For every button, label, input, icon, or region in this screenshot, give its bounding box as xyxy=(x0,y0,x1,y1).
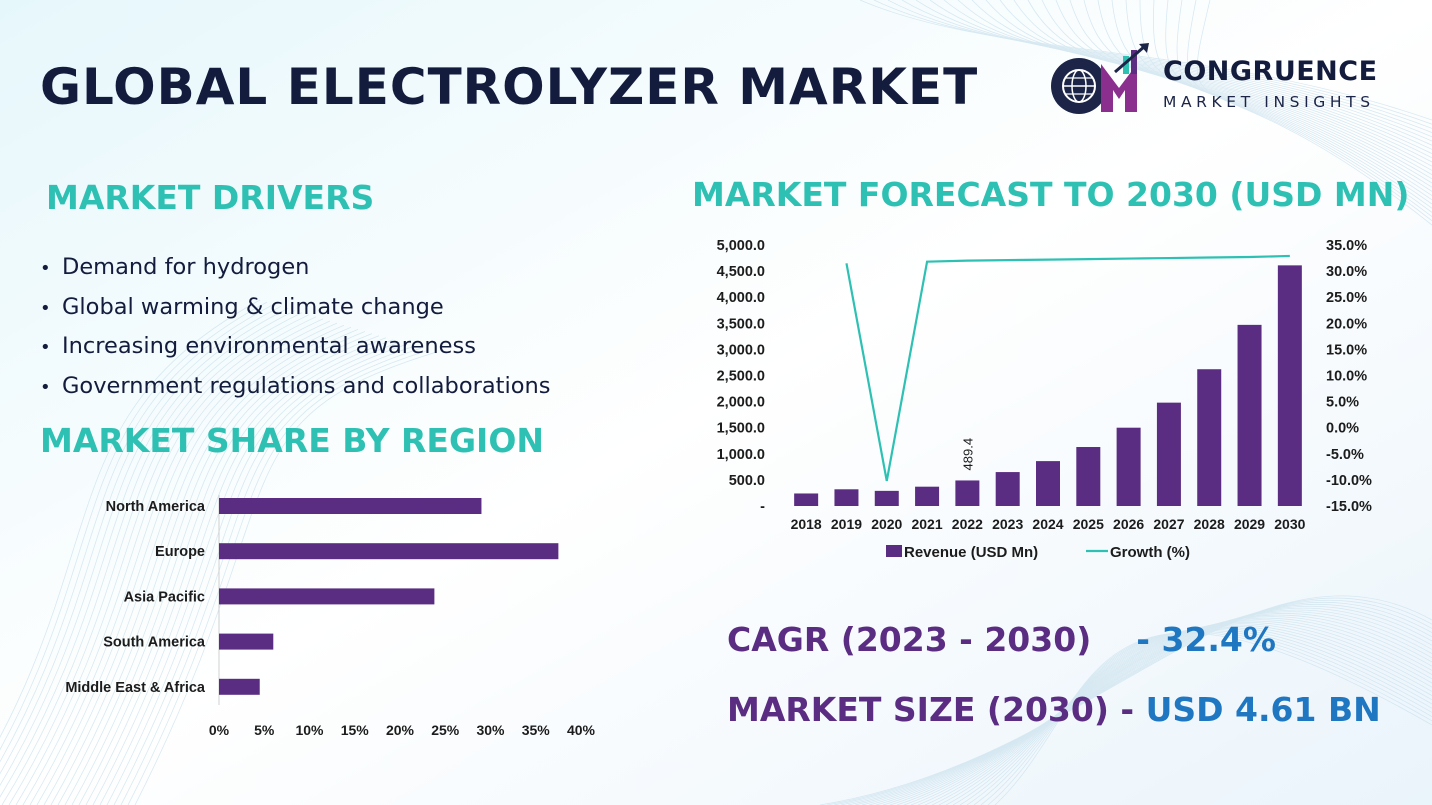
region-bar xyxy=(219,588,435,605)
revenue-bar xyxy=(1156,402,1181,506)
y-tick-label: 1,000.0 xyxy=(717,447,765,463)
revenue-bar xyxy=(1237,324,1262,506)
y2-tick-label: 5.0% xyxy=(1326,395,1359,411)
revenue-bar xyxy=(874,490,899,506)
logo-mark-icon xyxy=(1051,43,1149,114)
legend-growth-label: Growth (%) xyxy=(1110,544,1190,561)
y-tick-label: - xyxy=(760,499,765,515)
x-tick-label: 20% xyxy=(386,722,415,738)
y-tick-label: 4,000.0 xyxy=(717,290,765,306)
drivers-heading: MARKET DRIVERS xyxy=(46,178,375,217)
company-logo: CONGRUENCE MARKET INSIGHTS xyxy=(1045,42,1395,118)
list-item: • Increasing environmental awareness xyxy=(40,333,476,359)
x-tick-label: 2030 xyxy=(1274,516,1305,532)
x-tick-label: 2027 xyxy=(1153,516,1184,532)
region-share-heading: MARKET SHARE BY REGION xyxy=(40,421,544,460)
y2-tick-label: -15.0% xyxy=(1326,499,1372,515)
x-tick-label: 0% xyxy=(209,722,230,738)
y2-tick-label: 20.0% xyxy=(1326,316,1367,332)
legend-bar-swatch xyxy=(886,545,902,557)
forecast-heading: MARKET FORECAST TO 2030 (USD MN) xyxy=(692,175,1410,214)
region-share-chart: North America Europe Asia Pacific South Ame… xyxy=(65,495,596,738)
region-bar xyxy=(219,633,274,650)
y2-tick-label: 35.0% xyxy=(1326,238,1367,254)
x-tick-label: 2018 xyxy=(791,516,822,532)
y-tick-label: 3,000.0 xyxy=(717,342,765,358)
y2-tick-label: 15.0% xyxy=(1326,342,1367,358)
revenue-bar xyxy=(1116,427,1141,506)
list-item: • Government regulations and collaboratio… xyxy=(40,372,551,399)
revenue-bar xyxy=(1036,461,1060,506)
revenue-bar xyxy=(834,489,859,506)
legend-revenue-label: Revenue (USD Mn) xyxy=(904,544,1038,561)
x-tick-label: 10% xyxy=(295,722,324,738)
cagr-value: - 32.4% xyxy=(1136,620,1276,659)
x-tick-label: 2025 xyxy=(1073,516,1104,532)
market-size-label: MARKET SIZE (2030) - xyxy=(727,690,1135,729)
region-bar xyxy=(219,498,482,514)
y-tick-label: 3,500.0 xyxy=(717,316,765,332)
market-size-kpi: MARKET SIZE (2030) - USD 4.61 BN xyxy=(727,690,1381,729)
list-item: • Demand for hydrogen xyxy=(40,254,310,280)
y2-tick-label: -5.0% xyxy=(1326,447,1364,463)
region-bar xyxy=(219,678,260,695)
revenue-bar xyxy=(995,472,1020,506)
y2-tick-label: 0.0% xyxy=(1326,421,1359,437)
x-tick-label: 2020 xyxy=(871,516,902,532)
data-label: 489.4 xyxy=(960,438,975,471)
y-tick-label: 2,000.0 xyxy=(717,395,765,411)
revenue-bar xyxy=(1277,265,1302,506)
y2-tick-label: -10.0% xyxy=(1326,473,1372,489)
x-tick-label: 30% xyxy=(476,722,505,738)
revenue-bar xyxy=(1197,369,1222,506)
region-bar xyxy=(219,543,559,560)
x-tick-label: 2019 xyxy=(831,516,862,532)
x-tick-label: 35% xyxy=(522,722,551,738)
y-tick-label: 2,500.0 xyxy=(717,369,765,385)
revenue-bar xyxy=(1076,447,1101,506)
x-tick-label: 2028 xyxy=(1194,516,1225,532)
revenue-bar xyxy=(955,480,980,506)
x-tick-label: 40% xyxy=(567,722,596,738)
region-label: North America xyxy=(106,499,206,515)
x-tick-label: 2024 xyxy=(1032,516,1063,532)
x-tick-label: 2026 xyxy=(1113,516,1144,532)
region-label: Middle East & Africa xyxy=(65,680,206,696)
page-title: GLOBAL ELECTROLYZER MARKET xyxy=(40,58,979,116)
revenue-bar xyxy=(915,486,940,506)
x-tick-label: 25% xyxy=(431,722,460,738)
y-tick-label: 500.0 xyxy=(729,473,765,489)
y2-tick-label: 25.0% xyxy=(1326,290,1367,306)
y-tick-label: 5,000.0 xyxy=(717,238,765,254)
region-label: South America xyxy=(103,635,206,651)
market-size-value: USD 4.61 BN xyxy=(1145,690,1381,729)
growth-line xyxy=(845,254,1290,482)
x-tick-label: 2023 xyxy=(992,516,1023,532)
logo-tagline: MARKET INSIGHTS xyxy=(1163,93,1375,111)
drivers-list: • Demand for hydrogen • Global warming & c… xyxy=(40,250,550,408)
x-tick-label: 2021 xyxy=(911,516,942,532)
y2-tick-label: 10.0% xyxy=(1326,369,1367,385)
y2-tick-label: 30.0% xyxy=(1326,264,1367,280)
logo-name: CONGRUENCE xyxy=(1163,56,1378,87)
cagr-kpi: CAGR (2023 - 2030) - 32.4% xyxy=(727,620,1276,659)
y-tick-label: 4,500.0 xyxy=(717,264,765,280)
list-item: • Global warming & climate change xyxy=(40,293,444,320)
x-tick-label: 15% xyxy=(341,722,370,738)
y-tick-label: 1,500.0 xyxy=(717,421,765,437)
x-tick-label: 2022 xyxy=(952,516,983,532)
region-label: Europe xyxy=(155,544,205,560)
cagr-label: CAGR (2023 - 2030) xyxy=(727,620,1092,659)
region-label: Asia Pacific xyxy=(124,589,205,605)
forecast-chart: - 500.0 1,000.0 1,500.0 2,000.0 2,500.0 3,000.… xyxy=(717,238,1372,561)
x-tick-label: 2029 xyxy=(1234,516,1265,532)
x-tick-label: 5% xyxy=(254,722,275,738)
revenue-bar xyxy=(794,493,819,506)
